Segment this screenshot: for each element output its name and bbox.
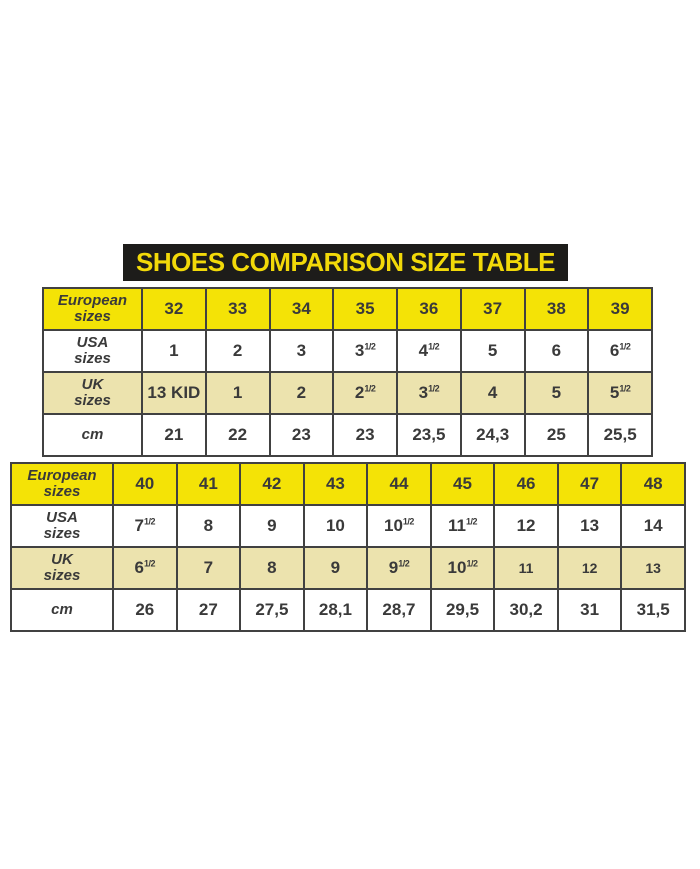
size-cell: 31 [556, 588, 623, 632]
page-title: SHOES COMPARISON SIZE TABLE [123, 244, 568, 281]
size-cell: 101/2 [366, 504, 432, 548]
size-table-32-39: European sizes 32 33 34 35 36 37 38 39 USA sizes 1 2 3… [42, 287, 653, 457]
size-cell: 40 [112, 462, 178, 506]
size-cell: 29,5 [429, 588, 496, 632]
size-cell: 31/2 [332, 329, 398, 373]
row-label: UK sizes [10, 546, 114, 590]
size-cell: 28,7 [366, 588, 432, 632]
table-row: UK sizes 61/2 7 8 9 91/2 101/2 11 12 13 [10, 546, 686, 590]
size-cell: 35 [332, 287, 398, 331]
size-cell: 34 [268, 287, 335, 331]
size-cell: 25 [523, 413, 590, 457]
size-cell: 26 [112, 588, 178, 632]
size-cell: 25,5 [587, 413, 653, 457]
size-cell: 27 [175, 588, 242, 632]
size-cell: 1 [141, 329, 207, 373]
row-label: European sizes [42, 287, 143, 331]
size-cell: 48 [620, 462, 686, 506]
row-label: cm [10, 588, 114, 632]
size-cell: 1 [204, 371, 271, 415]
size-cell: 41/2 [396, 329, 462, 373]
table-row: European sizes 40 41 42 43 44 45 46 47 48 [10, 462, 686, 506]
table-row: UK sizes 13 KID 1 2 21/2 31/2 4 5 51/2 [42, 371, 653, 415]
size-cell: 31/2 [396, 371, 462, 415]
size-cell: 8 [175, 504, 242, 548]
size-cell: 9 [302, 546, 369, 590]
size-cell: 13 KID [141, 371, 207, 415]
table-row: USA sizes 1 2 3 31/2 41/2 5 6 61/2 [42, 329, 653, 373]
size-cell: 8 [239, 546, 305, 590]
row-label: European sizes [10, 462, 114, 506]
size-cell: 44 [366, 462, 432, 506]
table-row: cm 26 27 27,5 28,1 28,7 29,5 30,2 31 31,5 [10, 588, 686, 632]
size-cell: 14 [620, 504, 686, 548]
size-cell: 71/2 [112, 504, 178, 548]
size-cell: 41 [175, 462, 242, 506]
size-cell: 23 [332, 413, 398, 457]
size-cell: 13 [556, 504, 623, 548]
size-cell: 28,1 [302, 588, 369, 632]
size-cell: 6 [523, 329, 590, 373]
row-label: cm [42, 413, 143, 457]
size-cell: 42 [239, 462, 305, 506]
row-label: USA sizes [42, 329, 143, 373]
size-cell: 43 [302, 462, 369, 506]
row-label: USA sizes [10, 504, 114, 548]
size-cell: 39 [587, 287, 653, 331]
size-cell: 61/2 [112, 546, 178, 590]
size-cell: 32 [141, 287, 207, 331]
size-cell: 33 [204, 287, 271, 331]
table-row: cm 21 22 23 23 23,5 24,3 25 25,5 [42, 413, 653, 457]
size-cell: 47 [556, 462, 623, 506]
size-cell: 12 [556, 546, 623, 590]
size-cell: 111/2 [429, 504, 496, 548]
size-cell: 12 [493, 504, 559, 548]
size-cell: 4 [459, 371, 526, 415]
size-cell: 5 [523, 371, 590, 415]
size-cell: 11 [493, 546, 559, 590]
size-cell: 24,3 [459, 413, 526, 457]
size-cell: 13 [620, 546, 686, 590]
size-cell: 21 [141, 413, 207, 457]
size-cell: 9 [239, 504, 305, 548]
size-cell: 23,5 [396, 413, 462, 457]
size-cell: 2 [204, 329, 271, 373]
size-cell: 3 [268, 329, 335, 373]
size-cell: 91/2 [366, 546, 432, 590]
row-label: UK sizes [42, 371, 143, 415]
size-cell: 23 [268, 413, 335, 457]
size-table-40-48: European sizes 40 41 42 43 44 45 46 47 48 USA sizes 7… [10, 462, 686, 632]
size-cell: 36 [396, 287, 462, 331]
size-cell: 5 [459, 329, 526, 373]
size-cell: 10 [302, 504, 369, 548]
size-cell: 38 [523, 287, 590, 331]
table-row: USA sizes 71/2 8 9 10 101/2 111/2 12 13 14 [10, 504, 686, 548]
size-cell: 7 [175, 546, 242, 590]
size-cell: 101/2 [429, 546, 496, 590]
size-cell: 22 [204, 413, 271, 457]
size-cell: 2 [268, 371, 335, 415]
size-cell: 46 [493, 462, 559, 506]
size-cell: 61/2 [587, 329, 653, 373]
size-cell: 51/2 [587, 371, 653, 415]
size-cell: 31,5 [620, 588, 686, 632]
table-row: European sizes 32 33 34 35 36 37 38 39 [42, 287, 653, 331]
size-cell: 27,5 [239, 588, 305, 632]
size-cell: 37 [459, 287, 526, 331]
size-cell: 45 [429, 462, 496, 506]
size-cell: 21/2 [332, 371, 398, 415]
size-cell: 30,2 [493, 588, 559, 632]
